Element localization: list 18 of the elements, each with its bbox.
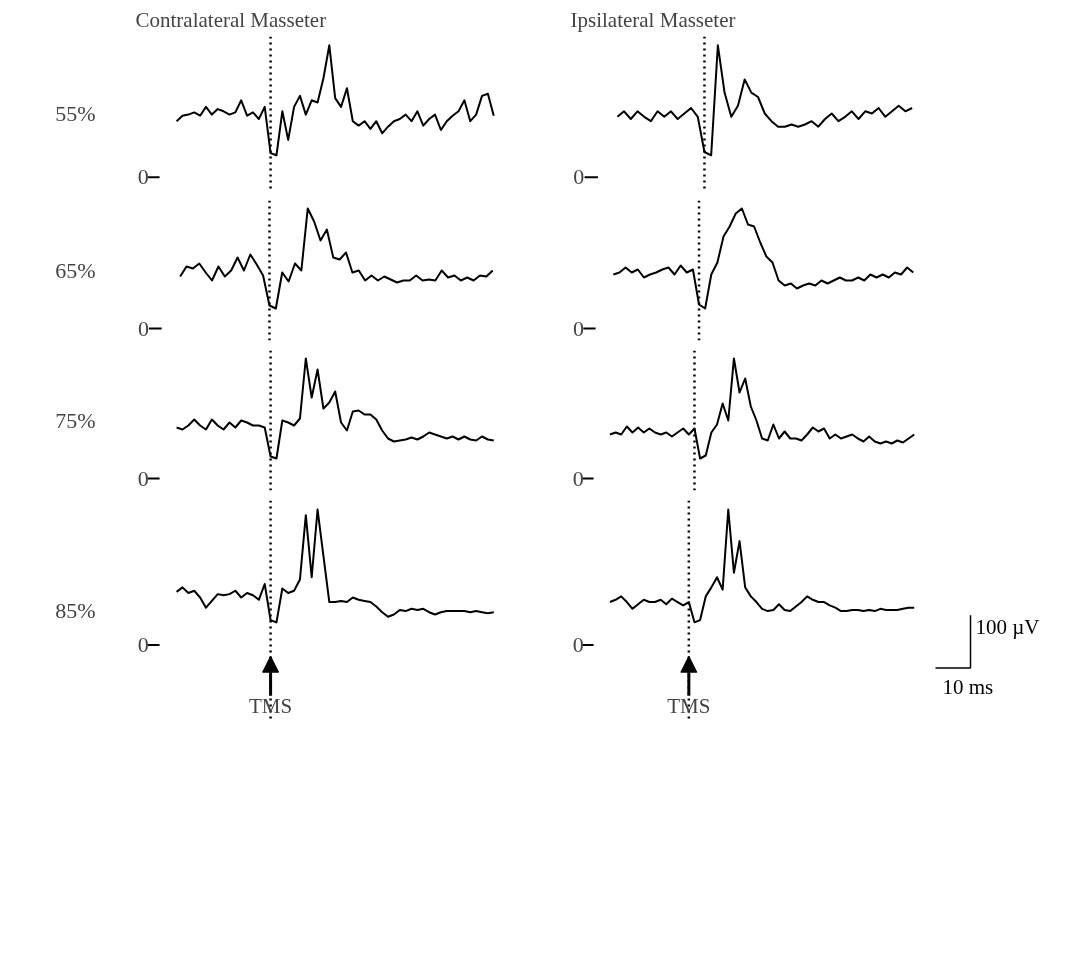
text: 0 bbox=[572, 315, 584, 341]
chart-title: Ipsilateral Masseter bbox=[570, 7, 736, 32]
y-axis-title: 55% bbox=[55, 101, 96, 126]
text: 0 bbox=[573, 164, 585, 190]
text: TMS bbox=[667, 694, 711, 719]
text: 0 bbox=[137, 631, 149, 657]
y-axis-title: 85% bbox=[55, 598, 96, 623]
text: 0 bbox=[572, 631, 584, 657]
y-axis-title: 65% bbox=[55, 258, 96, 283]
text: 0 bbox=[138, 315, 150, 341]
chart-title: Contralateral Masseter bbox=[135, 7, 327, 32]
text: TMS bbox=[248, 694, 293, 719]
y-axis-title: 75% bbox=[55, 408, 96, 433]
text: 0 bbox=[137, 164, 149, 190]
text: 0 bbox=[137, 465, 149, 491]
text: 10 ms bbox=[942, 674, 994, 699]
text: 100 µV bbox=[975, 615, 1040, 640]
text: 0 bbox=[572, 465, 584, 491]
